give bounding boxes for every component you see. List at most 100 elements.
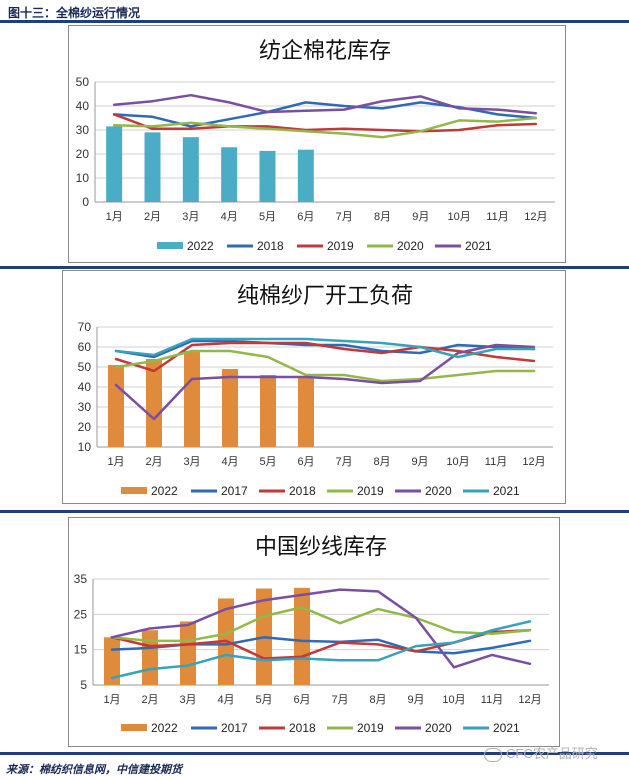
bar-2022-2月 — [144, 132, 161, 202]
bar-2022-4月 — [221, 147, 238, 202]
legend-label-2017: 2017 — [221, 721, 248, 735]
y-tick-label: 40 — [78, 380, 92, 394]
y-tick-label: 50 — [78, 360, 92, 374]
bar-2022-3月 — [182, 137, 199, 202]
chart-panel-yarn-inventory: 中国纱线库存 5 15 25 35 1月 2月 3月 4月 5月 6月 7月 8月 9月 10月 11月 12月… — [68, 517, 560, 747]
x-tick-label: 4月 — [217, 694, 234, 706]
x-tick-label: 5月 — [259, 211, 276, 223]
legend-label-2019: 2019 — [357, 484, 384, 498]
legend-label-2022: 2022 — [151, 484, 178, 498]
x-tick-label: 4月 — [221, 211, 238, 223]
chart-panel-cotton-inventory: 纺企棉花库存 0 10 20 30 40 50 1月 2月 3月 4月 5月 6月 7月 8月 9月 10月 11… — [68, 25, 566, 263]
chart-panel-mill-load: 纯棉纱厂开工负荷 10 20 30 40 50 60 70 1月 2月 3月 4月 5月 6月 7月 8月 9月… — [62, 270, 566, 504]
legend-label-2017: 2017 — [221, 484, 248, 498]
x-tick-label: 7月 — [336, 211, 353, 223]
legend-label-2022: 2022 — [151, 721, 178, 735]
x-tick-label: 2月 — [145, 456, 162, 468]
legend-label-2018: 2018 — [257, 239, 284, 253]
x-tick-label: 8月 — [373, 456, 390, 468]
y-tick-label: 25 — [74, 607, 88, 621]
wechat-icon — [484, 747, 502, 762]
title-rule — [0, 20, 629, 23]
x-tick-label: 1月 — [107, 456, 124, 468]
bar-2022-2月 — [142, 630, 158, 685]
y-tick-label: 30 — [78, 400, 92, 414]
x-tick-label: 3月 — [183, 456, 200, 468]
line-series-2021 — [112, 93, 538, 115]
x-tick-label: 12月 — [522, 456, 545, 468]
x-tick-label: 6月 — [297, 211, 314, 223]
y-tick-label: 10 — [78, 440, 92, 454]
y-tick-label: 50 — [76, 75, 90, 89]
section-rule — [0, 510, 629, 513]
chart-svg-cotton-inventory: 纺企棉花库存 0 10 20 30 40 50 1月 2月 3月 4月 5月 6月 7月 8月 9月 10月 11… — [76, 38, 555, 253]
chart-svg-yarn-inventory: 中国纱线库存 5 15 25 35 1月 2月 3月 4月 5月 6月 7月 8月 9月 10月 11月 12月… — [74, 534, 549, 735]
x-tick-label: 1月 — [106, 211, 123, 223]
y-tick-label: 15 — [74, 643, 88, 657]
x-tick-label: 12月 — [518, 694, 541, 706]
x-tick-label: 5月 — [255, 694, 272, 706]
x-tick-label: 10月 — [446, 456, 469, 468]
section-rule — [0, 266, 629, 269]
legend-label-2021: 2021 — [493, 721, 520, 735]
watermark-text: CFC农产品研究 — [506, 746, 598, 761]
bar-2022-1月 — [106, 126, 123, 202]
bar-2022-4月 — [222, 369, 238, 447]
legend-label-2020: 2020 — [425, 484, 452, 498]
line-series-2019 — [112, 113, 538, 133]
y-tick-label: 5 — [80, 678, 87, 692]
y-tick-label: 35 — [74, 572, 88, 586]
legend-label-2020: 2020 — [397, 239, 424, 253]
line-series-2020 — [114, 343, 536, 421]
bar-2022-6月 — [294, 587, 310, 685]
line-series-2021 — [114, 337, 536, 359]
x-tick-label: 2月 — [141, 694, 158, 706]
line-series-2020 — [110, 588, 532, 669]
legend-label-2018: 2018 — [289, 721, 316, 735]
x-tick-label: 9月 — [411, 456, 428, 468]
chart-title: 纺企棉花库存 — [259, 38, 391, 63]
y-tick-label: 10 — [76, 171, 90, 185]
bar-2022-1月 — [108, 365, 124, 447]
bar-2022-5月 — [260, 375, 276, 447]
line-series-2018 — [110, 628, 532, 660]
legend-label-2018: 2018 — [289, 484, 316, 498]
legend-swatch-2022 — [121, 724, 147, 731]
x-tick-label: 6月 — [297, 456, 314, 468]
y-tick-label: 70 — [78, 320, 92, 334]
watermark: CFC农产品研究 — [484, 743, 598, 762]
line-series-2020 — [112, 116, 538, 139]
bar-2022-3月 — [184, 351, 200, 447]
x-tick-label: 11月 — [485, 456, 507, 468]
legend-label-2019: 2019 — [357, 721, 384, 735]
x-tick-label: 11月 — [486, 211, 508, 223]
x-tick-label: 12月 — [524, 211, 547, 223]
y-tick-label: 20 — [76, 147, 90, 161]
x-tick-label: 4月 — [221, 456, 238, 468]
x-tick-label: 11月 — [481, 694, 503, 706]
x-tick-label: 3月 — [179, 694, 196, 706]
x-tick-label: 2月 — [144, 211, 161, 223]
legend-swatch-2022 — [157, 242, 183, 249]
x-tick-label: 8月 — [374, 211, 391, 223]
chart-title: 中国纱线库存 — [255, 534, 387, 559]
bar-2022-3月 — [180, 621, 196, 685]
x-tick-label: 3月 — [182, 211, 199, 223]
bar-2022-5月 — [259, 150, 276, 202]
figure-title: 图十三：全棉纱运行情况 — [8, 6, 141, 20]
x-tick-label: 9月 — [412, 211, 429, 223]
bar-2022-6月 — [297, 149, 314, 202]
bar-2022-2月 — [146, 359, 162, 447]
legend-label-2021: 2021 — [465, 239, 492, 253]
x-tick-label: 7月 — [335, 456, 352, 468]
x-tick-label: 9月 — [407, 694, 424, 706]
legend-swatch-2022 — [121, 487, 147, 494]
chart-title: 纯棉纱厂开工负荷 — [237, 283, 413, 308]
chart-svg-mill-load: 纯棉纱厂开工负荷 10 20 30 40 50 60 70 1月 2月 3月 4月 5月 6月 7月 8月 9月… — [78, 283, 553, 498]
y-tick-label: 40 — [76, 99, 90, 113]
x-tick-label: 6月 — [293, 694, 310, 706]
legend-label-2020: 2020 — [425, 721, 452, 735]
line-series-2019 — [110, 606, 532, 643]
line-series-2019 — [114, 349, 536, 383]
legend-label-2022: 2022 — [187, 239, 214, 253]
